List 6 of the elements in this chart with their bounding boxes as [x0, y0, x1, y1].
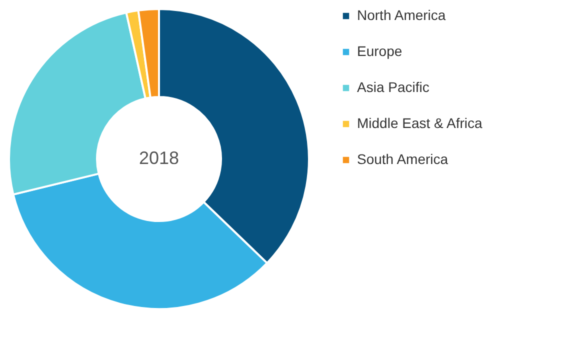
- legend-label: Europe: [357, 43, 402, 59]
- legend-label: North America: [357, 7, 446, 23]
- legend-label: Asia Pacific: [357, 79, 430, 95]
- text: 2018: [138, 148, 180, 168]
- legend-label: Middle East & Africa: [357, 115, 482, 131]
- legend-label: South America: [357, 151, 448, 167]
